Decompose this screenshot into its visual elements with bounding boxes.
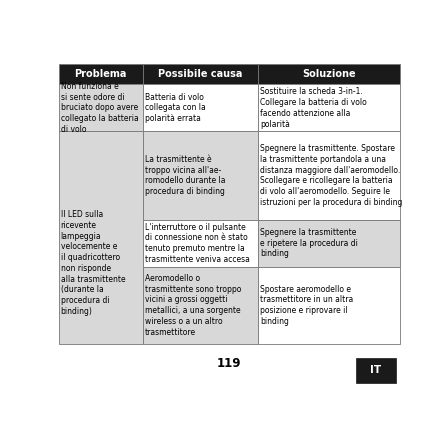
Bar	[143, 220, 258, 267]
Text: Problema: Problema	[75, 69, 127, 79]
Text: Spegnere la trasmittente
e ripetere la procedura di
binding: Spegnere la trasmittente e ripetere la p…	[260, 228, 358, 258]
Text: 119: 119	[217, 357, 241, 370]
Text: L'interruttore o il pulsante
di connessione non è stato
tenuto premuto mentre la: L'interruttore o il pulsante di connessi…	[145, 222, 250, 264]
Bar	[143, 267, 258, 343]
Bar	[258, 220, 400, 267]
Text: Batteria di volo
collegata con la
polarità errata: Batteria di volo collegata con la polari…	[145, 93, 206, 123]
Bar	[143, 84, 258, 132]
Bar	[59, 132, 143, 343]
Text: Il LED sulla
ricevente
lampeggia
velocemente e
il quadricottero
non risponde
all: Il LED sulla ricevente lampeggia velocem…	[61, 210, 125, 316]
Text: Aeromodello o
trasmittente sono troppo
vicini a grossi oggetti
metallici, a una : Aeromodello o trasmittente sono troppo v…	[145, 274, 241, 336]
Text: Non funziona e
si sente odore di
bruciato dopo avere
collegato la batteria
di vo: Non funziona e si sente odore di bruciat…	[61, 82, 139, 134]
Bar	[143, 64, 258, 84]
Bar	[258, 267, 400, 343]
Bar	[258, 64, 400, 84]
Bar	[143, 132, 258, 220]
Bar	[355, 357, 396, 383]
Text: Sostituire la scheda 3-in-1.
Collegare la batteria di volo
facendo attenzione al: Sostituire la scheda 3-in-1. Collegare l…	[260, 87, 367, 128]
Text: Spostare aeromodello e
trasmettitore in un altra
posizione e riprovare il
bindin: Spostare aeromodello e trasmettitore in …	[260, 284, 354, 326]
Bar	[258, 84, 400, 132]
Text: IT: IT	[371, 365, 382, 375]
Text: La trasmittente è
troppo vicina all'ae-
romodello durante la
procedura di bindin: La trasmittente è troppo vicina all'ae- …	[145, 155, 225, 196]
Bar	[258, 132, 400, 220]
Text: Possibile causa: Possibile causa	[158, 69, 243, 79]
Text: Spegnere la trasmittente. Spostare
la trasmittente portandola a una
distanza mag: Spegnere la trasmittente. Spostare la tr…	[260, 144, 402, 207]
Bar	[59, 84, 143, 132]
Bar	[59, 64, 143, 84]
Text: Soluzione: Soluzione	[302, 69, 356, 79]
